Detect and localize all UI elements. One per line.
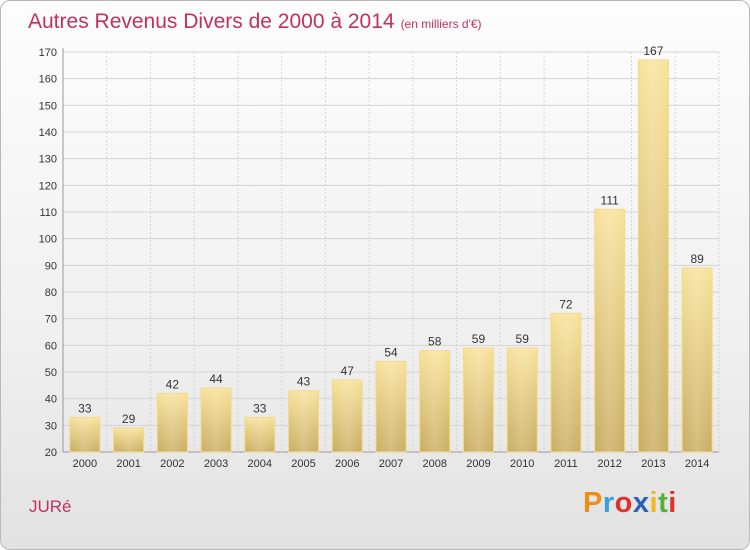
- x-tick-label: 2004: [248, 458, 272, 470]
- x-tick-label: 2007: [379, 458, 403, 470]
- x-tick-label: 2000: [73, 458, 97, 470]
- bar-value-label: 29: [122, 412, 136, 426]
- bar-value-label: 167: [643, 44, 663, 58]
- bar-highlight: [419, 350, 450, 452]
- chart-title: Autres Revenus Divers de 2000 à 2014 (en …: [28, 10, 482, 34]
- bar-highlight: [113, 428, 144, 452]
- chart-title-text: Autres Revenus Divers de 2000 à 2014: [28, 10, 395, 33]
- bar-value-label: 89: [690, 252, 704, 266]
- y-tick-label: 110: [39, 207, 57, 219]
- x-tick-label: 2006: [335, 458, 359, 470]
- x-tick-label: 2008: [422, 458, 446, 470]
- y-tick-label: 140: [39, 127, 57, 139]
- bar-highlight: [332, 380, 363, 452]
- bar-value-label: 58: [428, 335, 442, 349]
- bar-value-label: 54: [384, 345, 398, 359]
- bar-highlight: [507, 348, 538, 452]
- bar-highlight: [157, 393, 188, 452]
- y-tick-label: 30: [45, 420, 57, 432]
- logo-letter: P: [583, 487, 603, 519]
- x-tick-label: 2003: [204, 458, 228, 470]
- y-tick-label: 90: [45, 260, 57, 272]
- x-tick-label: 2005: [291, 458, 315, 470]
- y-tick-label: 50: [45, 367, 57, 379]
- y-tick-label: 100: [39, 234, 57, 246]
- y-tick-label: 20: [45, 447, 57, 459]
- bar-highlight: [288, 390, 319, 452]
- bar-value-label: 44: [209, 372, 223, 386]
- bar-value-label: 59: [472, 332, 486, 346]
- y-tick-label: 70: [45, 314, 57, 326]
- logo-letter: i: [668, 487, 677, 519]
- bar-highlight: [463, 348, 494, 452]
- town-name: JURé: [29, 497, 72, 516]
- y-tick-label: 150: [39, 100, 57, 112]
- logo-letter: t: [658, 487, 669, 519]
- bar-value-label: 33: [253, 401, 267, 415]
- y-tick-label: 40: [45, 394, 57, 406]
- x-tick-label: 2013: [641, 458, 665, 470]
- bar-highlight: [550, 313, 581, 452]
- logo-letter: o: [614, 487, 633, 519]
- proxiti-logo[interactable]: Proxiti: [583, 487, 677, 520]
- bar-value-label: 33: [78, 401, 92, 415]
- x-tick-label: 2010: [510, 458, 534, 470]
- logo-letter: i: [649, 487, 659, 519]
- x-tick-label: 2002: [160, 458, 184, 470]
- logo-letter: r: [602, 487, 615, 519]
- x-tick-label: 2014: [685, 458, 709, 470]
- chart-subtitle: (en milliers d'€): [400, 17, 482, 31]
- bar-value-label: 72: [559, 297, 573, 311]
- bar-value-label: 111: [601, 193, 620, 207]
- bar-highlight: [594, 209, 625, 452]
- x-tick-label: 2009: [466, 458, 490, 470]
- bar-value-label: 42: [166, 377, 180, 391]
- x-tick-label: 2001: [116, 458, 140, 470]
- logo-letter: x: [632, 487, 650, 519]
- y-tick-label: 60: [45, 340, 57, 352]
- y-tick-label: 80: [45, 287, 57, 299]
- bar-highlight: [638, 60, 669, 452]
- bar-highlight: [69, 417, 100, 452]
- bar-highlight: [244, 417, 275, 452]
- y-tick-label: 170: [39, 47, 57, 59]
- bar-value-label: 59: [516, 332, 530, 346]
- bar-highlight: [201, 388, 232, 452]
- bar-highlight: [376, 361, 406, 452]
- x-tick-label: 2011: [554, 458, 578, 470]
- x-tick-label: 2012: [597, 458, 621, 470]
- bar-highlight: [682, 268, 713, 452]
- y-tick-label: 120: [39, 180, 57, 192]
- y-tick-label: 130: [39, 154, 57, 166]
- bar-value-label: 43: [297, 375, 311, 389]
- bar-value-label: 47: [341, 364, 355, 378]
- y-tick-label: 160: [39, 74, 57, 86]
